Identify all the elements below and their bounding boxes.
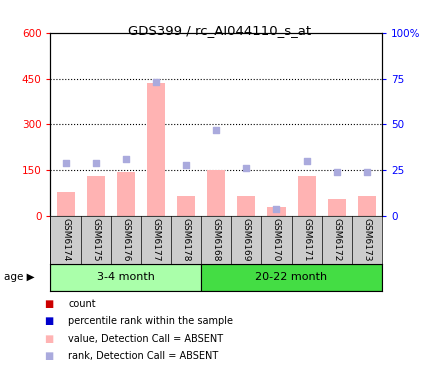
Point [152,79,159,85]
Point [182,162,189,168]
Bar [201,264,381,291]
Text: value, Detection Call = ABSENT: value, Detection Call = ABSENT [68,334,223,344]
Text: GSM6174: GSM6174 [61,218,70,261]
Bar [357,196,375,216]
Text: GSM6170: GSM6170 [272,218,280,261]
Bar [177,196,194,216]
Text: percentile rank within the sample: percentile rank within the sample [68,316,233,326]
Bar [267,207,285,216]
Text: 3-4 month: 3-4 month [97,272,155,282]
Point [363,169,370,175]
Text: GSM6177: GSM6177 [151,218,160,261]
Bar [57,191,74,216]
Bar [297,176,315,216]
Text: GSM6175: GSM6175 [91,218,100,261]
Text: GSM6169: GSM6169 [241,218,250,261]
Text: 20-22 month: 20-22 month [255,272,327,282]
Text: ■: ■ [44,299,53,309]
Text: GSM6168: GSM6168 [211,218,220,261]
Text: ■: ■ [44,351,53,362]
Text: GSM6172: GSM6172 [332,218,340,261]
Bar [147,83,165,216]
Text: GDS399 / rc_AI044110_s_at: GDS399 / rc_AI044110_s_at [127,24,311,37]
Point [122,156,129,162]
Bar [237,196,255,216]
Text: ■: ■ [44,334,53,344]
Point [302,158,309,164]
Text: ■: ■ [44,316,53,326]
Text: rank, Detection Call = ABSENT: rank, Detection Call = ABSENT [68,351,218,362]
Text: age ▶: age ▶ [4,272,35,282]
Point [212,127,219,133]
Point [242,165,249,171]
Bar [117,172,134,216]
Point [272,206,279,212]
Text: count: count [68,299,95,309]
Point [62,160,69,166]
Bar [50,264,201,291]
Text: GSM6178: GSM6178 [181,218,190,261]
Bar [327,199,345,216]
Text: GSM6176: GSM6176 [121,218,130,261]
Point [332,169,339,175]
Text: GSM6171: GSM6171 [301,218,311,261]
Text: GSM6173: GSM6173 [361,218,371,261]
Bar [86,176,105,216]
Point [92,160,99,166]
Bar [207,170,225,216]
